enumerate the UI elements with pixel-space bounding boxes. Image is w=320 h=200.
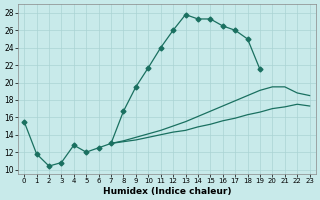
X-axis label: Humidex (Indice chaleur): Humidex (Indice chaleur): [103, 187, 231, 196]
